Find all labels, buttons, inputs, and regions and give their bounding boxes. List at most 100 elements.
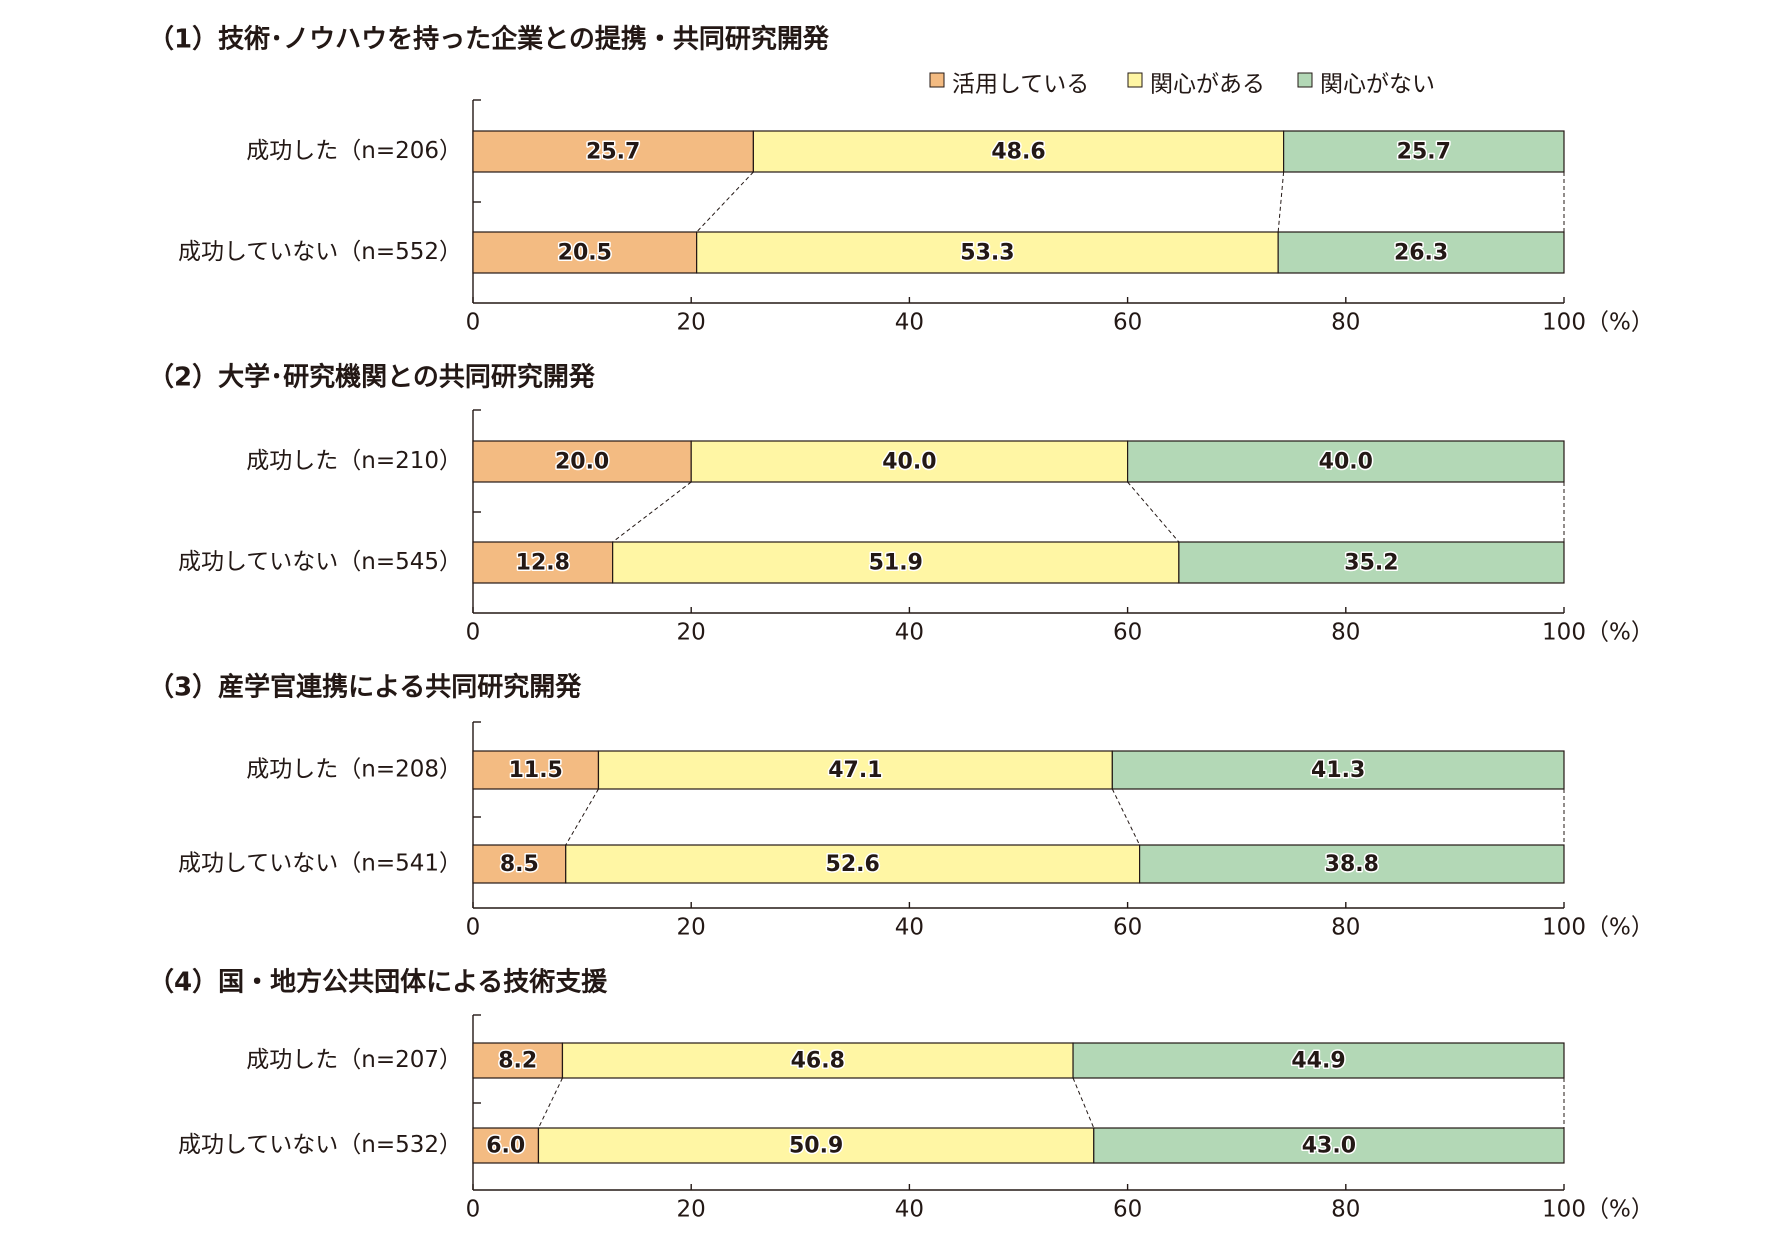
bar-row: 成功した（n=207） 8.2 46.8 44.9 — [246, 1042, 1565, 1079]
bar-value-label: 8.5 — [500, 852, 539, 877]
bar-value-label: 11.5 — [509, 758, 563, 783]
x-tick-label: 20 — [677, 1197, 706, 1223]
bar-value-label: 44.9 — [1291, 1049, 1345, 1074]
bar-segment — [696, 231, 1279, 274]
bar-value-label: 51.9 — [869, 551, 923, 576]
bar-segment — [1111, 750, 1565, 790]
bar-row: 成功した（n=208） 11.5 47.1 41.3 — [246, 750, 1565, 790]
bar-segment — [690, 440, 1129, 483]
bar-value-label: 43.0 — [1302, 1134, 1356, 1159]
chart-panel-3: （3）産学官連携による共同研究開発 0 20 40 60 80 100 （%） 成功した（n=2… — [148, 672, 1654, 941]
x-tick-label: 20 — [677, 620, 706, 646]
x-tick-label: 40 — [895, 620, 924, 646]
bar-value-label: 38.8 — [1325, 852, 1379, 877]
bar-row: 成功していない（n=545） 12.8 51.9 35.2 — [178, 541, 1565, 584]
bar-value-label: 53.3 — [960, 241, 1014, 266]
bar-segment — [1178, 541, 1565, 584]
bar-value-label: 26.3 — [1394, 241, 1448, 266]
bar-segment — [612, 541, 1180, 584]
connector-line — [1111, 788, 1141, 846]
bar-value-label: 12.8 — [516, 551, 570, 576]
row-label: 成功していない（n=552） — [178, 239, 462, 265]
bar-value-label: 6.0 — [486, 1134, 525, 1159]
row-label: 成功した（n=207） — [246, 1047, 462, 1073]
legend-swatch — [929, 72, 945, 88]
legend-item: 活用している — [929, 72, 1089, 98]
bar-row: 成功していない（n=541） 8.5 52.6 38.8 — [178, 844, 1565, 884]
x-tick-label: 80 — [1331, 1197, 1360, 1223]
panel-title: （1）技術･ノウハウを持った企業との提携・共同研究開発 — [148, 24, 830, 55]
bar-value-label: 46.8 — [791, 1049, 845, 1074]
bar-segment — [1139, 844, 1565, 884]
row-label: 成功していない（n=541） — [178, 851, 462, 877]
panel-title: （3）産学官連携による共同研究開発 — [148, 672, 582, 703]
connector-line — [538, 1077, 563, 1129]
x-tick-label: 100 — [1542, 310, 1586, 336]
x-tick-label: 80 — [1331, 620, 1360, 646]
x-tick-label: 80 — [1331, 915, 1360, 941]
x-tick-label: 40 — [895, 310, 924, 336]
legend: 活用している 関心がある 関心がない — [929, 72, 1435, 98]
legend-label: 活用している — [952, 72, 1089, 98]
bar-value-label: 40.0 — [882, 450, 936, 475]
legend-swatch — [1127, 72, 1143, 88]
connector-line — [1277, 171, 1285, 233]
bar-row: 成功した（n=206） 25.7 48.6 25.7 — [246, 130, 1565, 173]
bar-segment — [1277, 231, 1565, 274]
x-tick-label: 40 — [895, 915, 924, 941]
bar-row: 成功した（n=210） 20.0 40.0 40.0 — [246, 440, 1565, 483]
row-label: 成功していない（n=545） — [178, 549, 462, 575]
bar-segment — [752, 130, 1285, 173]
connector-line — [1127, 481, 1180, 543]
x-tick-label: 20 — [677, 915, 706, 941]
bar-segment — [561, 1042, 1074, 1079]
x-tick-label: 60 — [1113, 310, 1142, 336]
x-tick-label: 20 — [677, 310, 706, 336]
bar-segment — [1072, 1042, 1565, 1079]
x-tick-label: 60 — [1113, 620, 1142, 646]
connector-line — [696, 171, 754, 233]
x-tick-label: 100 — [1542, 915, 1586, 941]
bar-value-label: 52.6 — [826, 852, 880, 877]
bar-segment — [565, 844, 1141, 884]
bar-value-label: 25.7 — [586, 140, 640, 165]
x-axis-unit: （%） — [1586, 620, 1654, 646]
bar-value-label: 47.1 — [828, 758, 882, 783]
panel-title: （4）国・地方公共団体による技術支援 — [148, 967, 608, 998]
bar-row: 成功していない（n=532） 6.0 50.9 43.0 — [178, 1127, 1565, 1164]
connector-line — [612, 481, 692, 543]
legend-item: 関心がある — [1127, 72, 1265, 98]
row-label: 成功した（n=210） — [246, 448, 462, 474]
x-tick-label: 60 — [1113, 1197, 1142, 1223]
chart-panel-2: （2）大学･研究機関との共同研究開発 0 20 40 60 80 100 （%） 成功した（n=… — [148, 362, 1654, 646]
x-tick-label: 100 — [1542, 1197, 1586, 1223]
bar-segment — [472, 1127, 540, 1164]
legend-item: 関心がない — [1297, 72, 1435, 98]
x-tick-label: 0 — [466, 915, 481, 941]
row-label: 成功していない（n=532） — [178, 1132, 462, 1158]
bar-value-label: 20.5 — [558, 241, 612, 266]
panel-title: （2）大学･研究機関との共同研究開発 — [148, 362, 596, 393]
bar-segment — [472, 231, 698, 274]
bar-segment — [1126, 440, 1565, 483]
x-tick-label: 0 — [466, 310, 481, 336]
legend-label: 関心がある — [1150, 72, 1265, 98]
x-axis-unit: （%） — [1586, 310, 1654, 336]
x-axis-unit: （%） — [1586, 1197, 1654, 1223]
connector-line — [1072, 1077, 1095, 1129]
bar-segment — [537, 1127, 1095, 1164]
bar-row: 成功していない（n=552） 20.5 53.3 26.3 — [178, 231, 1565, 274]
x-tick-label: 60 — [1113, 915, 1142, 941]
bar-segment — [472, 1042, 564, 1079]
x-tick-label: 100 — [1542, 620, 1586, 646]
row-label: 成功した（n=208） — [246, 757, 462, 783]
bar-segment — [1093, 1127, 1565, 1164]
legend-label: 関心がない — [1320, 72, 1435, 98]
bar-value-label: 8.2 — [498, 1049, 537, 1074]
row-label: 成功した（n=206） — [246, 138, 462, 164]
connector-line — [565, 788, 599, 846]
bar-value-label: 41.3 — [1311, 758, 1365, 783]
bar-segment — [472, 541, 614, 584]
x-tick-label: 0 — [466, 1197, 481, 1223]
